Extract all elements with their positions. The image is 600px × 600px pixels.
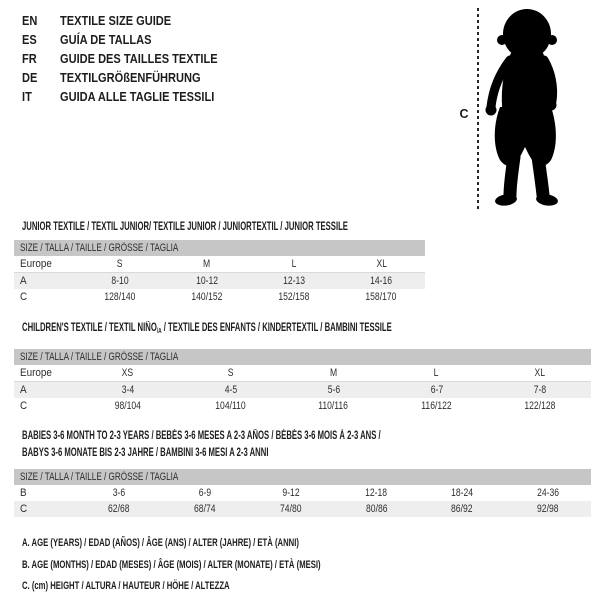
- section-title-babies: BABIES 3-6 MONTH TO 2-3 YEARS / BEBÉS 3-…: [22, 430, 381, 459]
- table-row-height: C 62/68 68/74 74/80 80/86 86/92 92/98: [14, 501, 591, 517]
- age-value: 3-6: [112, 487, 126, 499]
- height-value: 92/98: [537, 503, 559, 515]
- height-measure-dashed-line: [477, 8, 479, 209]
- table-row-europe: Europe S M L XL: [14, 256, 425, 273]
- table-row-age-months: B 3-6 6-9 9-12 12-18 18-24 24-36: [14, 485, 591, 501]
- section-title-junior: JUNIOR TEXTILE / TEXTIL JUNIOR/ TEXTILE …: [22, 221, 348, 233]
- height-value: 116/122: [421, 400, 452, 412]
- section-title-children: CHILDREN'S TEXTILE / TEXTIL NIÑO/A / TEX…: [22, 322, 392, 335]
- footnote-c: C. (cm) HEIGHT / ALTURA / HAUTEUR / HÖHE…: [22, 580, 230, 592]
- table-row-height: C 128/140 140/152 152/158 158/170: [14, 289, 425, 305]
- age-value: 12-13: [283, 275, 306, 287]
- language-row-de: DE TEXTILGRÖßENFÜHRUNG: [22, 68, 245, 87]
- guide-title-es: GUÍA DE TALLAS: [60, 32, 152, 47]
- guide-title-en: TEXTILE SIZE GUIDE: [60, 13, 172, 28]
- guide-title-de: TEXTILGRÖßENFÜHRUNG: [60, 70, 201, 85]
- language-row-it: IT GUIDA ALLE TAGLIE TESSILI: [22, 87, 245, 106]
- height-value: 158/170: [365, 291, 397, 303]
- age-value: 6-7: [430, 384, 443, 396]
- language-title-list: EN TEXTILE SIZE GUIDE ES GUÍA DE TALLAS …: [22, 11, 245, 106]
- size-value: M: [329, 367, 338, 379]
- height-value: 140/152: [191, 291, 223, 303]
- age-value: 10-12: [195, 275, 218, 287]
- height-value: 80/86: [365, 503, 388, 515]
- subscript-text: /A: [156, 326, 162, 335]
- age-value: 24-36: [537, 487, 560, 499]
- age-value: 18-24: [451, 487, 474, 499]
- size-value: L: [434, 367, 439, 379]
- baby-silhouette-icon: [485, 9, 558, 206]
- language-row-en: EN TEXTILE SIZE GUIDE: [22, 11, 245, 30]
- language-code: ES: [22, 32, 37, 47]
- age-value: 6-9: [198, 487, 211, 499]
- age-value: 9-12: [281, 487, 300, 499]
- height-value: 98/104: [114, 400, 141, 412]
- age-value: 5-6: [327, 384, 340, 396]
- height-value: 62/68: [108, 503, 130, 515]
- height-value: 74/80: [279, 503, 302, 515]
- table-row-age: A 8-10 10-12 12-13 14-16: [14, 273, 425, 289]
- language-code: EN: [22, 13, 38, 28]
- size-value: XS: [121, 367, 134, 379]
- guide-title-fr: GUIDE DES TAILLES TEXTILE: [60, 51, 218, 66]
- table-row-europe: Europe XS S M L XL: [14, 365, 591, 382]
- table-size-header: SIZE / TALLA / TAILLE / GRÖSSE / TAGLIA: [14, 469, 591, 485]
- size-value: XL: [376, 258, 387, 270]
- height-value: 68/74: [193, 503, 216, 515]
- size-value: S: [227, 367, 234, 379]
- size-table-children: SIZE / TALLA / TAILLE / GRÖSSE / TAGLIA …: [14, 349, 591, 414]
- size-table-junior: SIZE / TALLA / TAILLE / GRÖSSE / TAGLIA …: [14, 240, 425, 305]
- language-row-es: ES GUÍA DE TALLAS: [22, 30, 245, 49]
- size-value: L: [291, 258, 297, 270]
- height-measure-label: C: [459, 107, 469, 121]
- legend-footnotes: A. AGE (YEARS) / EDAD (AÑOS) / ÂGE (ANS)…: [22, 533, 449, 598]
- age-value: 4-5: [224, 384, 237, 396]
- language-row-fr: FR GUIDE DES TAILLES TEXTILE: [22, 49, 245, 68]
- row-label: Europe: [20, 258, 52, 270]
- row-label: C: [20, 400, 28, 412]
- height-value: 122/128: [523, 400, 556, 412]
- height-value: 128/140: [104, 291, 136, 303]
- height-value: 104/110: [215, 400, 246, 412]
- table-size-header: SIZE / TALLA / TAILLE / GRÖSSE / TAGLIA: [14, 349, 591, 365]
- table-row-height: C 98/104 104/110 110/116 116/122 122/128: [14, 398, 591, 414]
- age-value: 8-10: [111, 275, 129, 287]
- row-label: C: [20, 503, 28, 515]
- footnote-a: A. AGE (YEARS) / EDAD (AÑOS) / ÂGE (ANS)…: [22, 537, 299, 549]
- table-size-header: SIZE / TALLA / TAILLE / GRÖSSE / TAGLIA: [14, 240, 425, 256]
- age-value: 12-18: [365, 487, 388, 499]
- row-label: A: [20, 384, 27, 396]
- language-code: DE: [22, 70, 38, 85]
- height-value: 110/116: [318, 400, 349, 412]
- row-label: C: [20, 291, 28, 303]
- size-value: XL: [534, 367, 545, 379]
- size-table-babies: SIZE / TALLA / TAILLE / GRÖSSE / TAGLIA …: [14, 469, 591, 517]
- table-row-age: A 3-4 4-5 5-6 6-7 7-8: [14, 382, 591, 398]
- size-value: M: [203, 258, 211, 270]
- row-label: B: [20, 487, 27, 499]
- row-label: Europe: [20, 367, 52, 379]
- guide-title-it: GUIDA ALLE TAGLIE TESSILI: [60, 89, 215, 104]
- height-value: 152/158: [278, 291, 310, 303]
- language-code: FR: [22, 51, 37, 66]
- language-code: IT: [22, 89, 32, 104]
- age-value: 14-16: [370, 275, 393, 287]
- height-value: 86/92: [451, 503, 473, 515]
- age-value: 7-8: [533, 384, 546, 396]
- age-value: 3-4: [121, 384, 134, 396]
- size-value: S: [116, 258, 123, 270]
- footnote-b: B. AGE (MONTHS) / EDAD (MESES) / ÂGE (MO…: [22, 558, 321, 571]
- row-label: A: [20, 275, 27, 287]
